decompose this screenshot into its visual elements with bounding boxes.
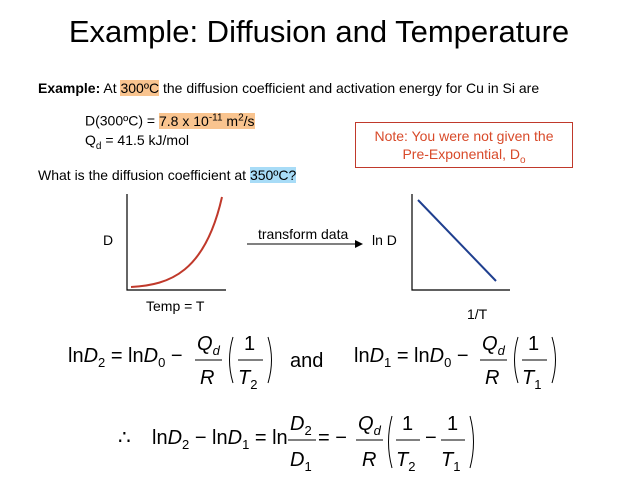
- svg-text:R: R: [485, 367, 499, 389]
- and-word: and: [290, 350, 323, 372]
- note-box: Note: You were not given the Pre-Exponen…: [355, 122, 573, 168]
- svg-text:= −: = −: [318, 427, 347, 449]
- activation-energy-given: Qd = 41.5 kJ/mol: [85, 132, 189, 152]
- svg-text:1: 1: [402, 413, 413, 435]
- right-plot-axes: [411, 194, 510, 291]
- svg-text:T2: T2: [396, 449, 415, 474]
- equation-1: lnD2 = lnD0 − Qd R 1 T2: [68, 333, 272, 392]
- transform-arrow-head: [355, 240, 363, 248]
- svg-text:1: 1: [447, 413, 458, 435]
- page-title: Example: Diffusion and Temperature: [68, 14, 570, 49]
- right-plot-xlabel: 1/T: [467, 306, 488, 322]
- svg-text:lnD1 = lnD0 −: lnD1 = lnD0 −: [354, 345, 469, 370]
- exponential-curve: [130, 196, 223, 288]
- svg-text:Qd: Qd: [197, 333, 221, 358]
- arrow-label: transform data: [258, 226, 349, 242]
- left-plot-axes: [126, 194, 226, 291]
- temp-300: 300ºC: [120, 80, 160, 96]
- svg-text:lnD2 − lnD1 = ln: lnD2 − lnD1 = ln: [152, 427, 288, 452]
- svg-text:R: R: [200, 367, 214, 389]
- diffusion-given: D(300ºC) = 7.8 x 10-11 m2/s: [85, 112, 255, 129]
- svg-text:T2: T2: [238, 367, 257, 392]
- svg-text:lnD2 = lnD0 −: lnD2 = lnD0 −: [68, 345, 183, 370]
- svg-text:D2: D2: [290, 413, 312, 438]
- note-line-1: Note: You were not given the: [374, 128, 554, 144]
- right-plot-ylabel: ln D: [372, 232, 397, 248]
- d-value: 7.8 x 10-11 m2/s: [158, 112, 255, 129]
- left-plot-xlabel: Temp = T: [146, 298, 205, 314]
- therefore-symbol: ∴: [118, 427, 131, 449]
- left-plot-ylabel: D: [103, 232, 114, 248]
- intro-label: Example:: [38, 80, 101, 96]
- svg-text:1: 1: [244, 333, 255, 355]
- linear-decreasing-line: [417, 199, 497, 282]
- d-label: D(300ºC) =: [85, 112, 159, 129]
- equation-3: ∴ lnD2 − lnD1 = ln D2 D1 = − Qd R 1 T2 −…: [118, 413, 474, 474]
- svg-text:D1: D1: [290, 449, 312, 474]
- intro-line: Example: At 300ºC the diffusion coeffici…: [38, 80, 539, 96]
- svg-text:R: R: [362, 449, 376, 471]
- svg-text:Qd: Qd: [358, 413, 382, 438]
- svg-text:−: −: [425, 427, 437, 449]
- intro-post: the diffusion coefficient and activation…: [159, 80, 540, 96]
- svg-text:T1: T1: [522, 367, 541, 392]
- svg-text:1: 1: [528, 333, 539, 355]
- question-line: What is the diffusion coefficient at 350…: [38, 167, 297, 183]
- svg-text:Qd: Qd: [482, 333, 506, 358]
- equation-2: lnD1 = lnD0 − Qd R 1 T1: [354, 333, 556, 392]
- svg-text:T1: T1: [441, 449, 460, 474]
- intro-pre: At: [100, 80, 121, 96]
- note-line-2: Pre-Exponential, Do: [402, 146, 526, 166]
- temp-350: 350ºC?: [249, 167, 297, 183]
